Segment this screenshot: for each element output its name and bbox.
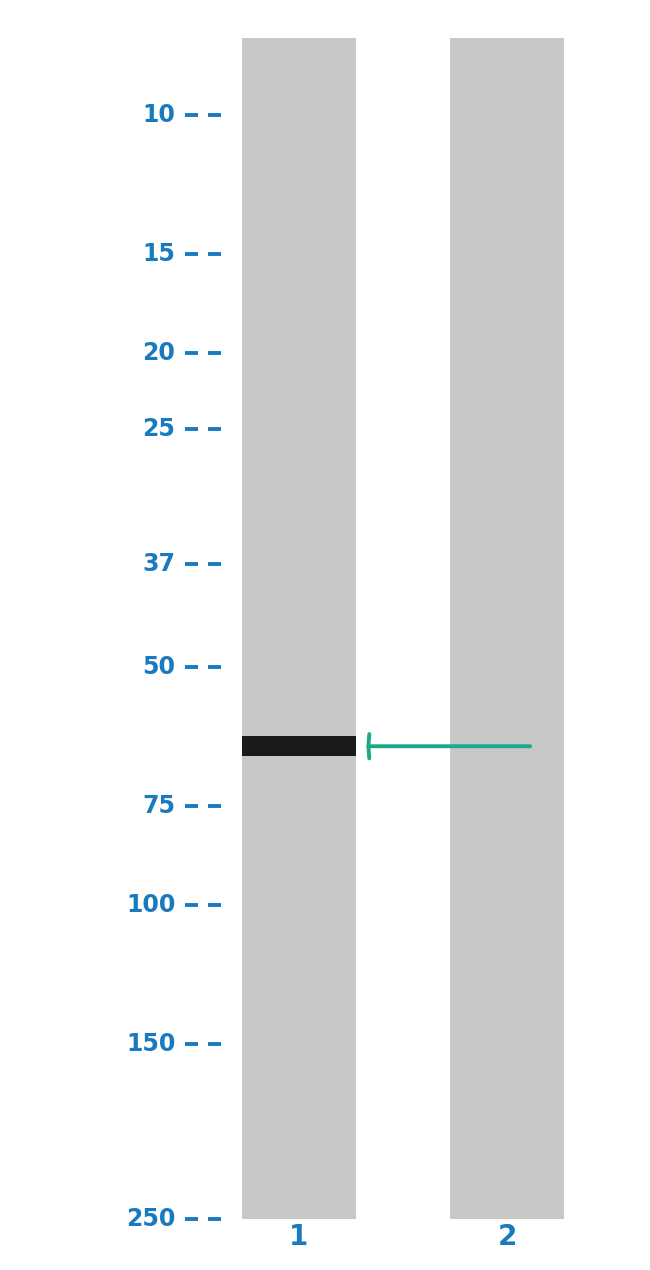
Text: 20: 20 — [142, 340, 176, 364]
Text: 10: 10 — [142, 103, 176, 127]
Text: 75: 75 — [142, 794, 176, 818]
Text: 37: 37 — [142, 551, 176, 575]
Text: 50: 50 — [142, 655, 176, 679]
Bar — [242, 737, 356, 757]
Text: 250: 250 — [126, 1208, 176, 1231]
Bar — [242, 38, 356, 1219]
Text: 150: 150 — [126, 1033, 176, 1055]
Bar — [450, 38, 564, 1219]
Text: 1: 1 — [289, 1223, 309, 1251]
Text: 100: 100 — [126, 893, 176, 917]
Text: 2: 2 — [497, 1223, 517, 1251]
Text: 15: 15 — [142, 241, 176, 265]
Text: 25: 25 — [142, 417, 176, 441]
